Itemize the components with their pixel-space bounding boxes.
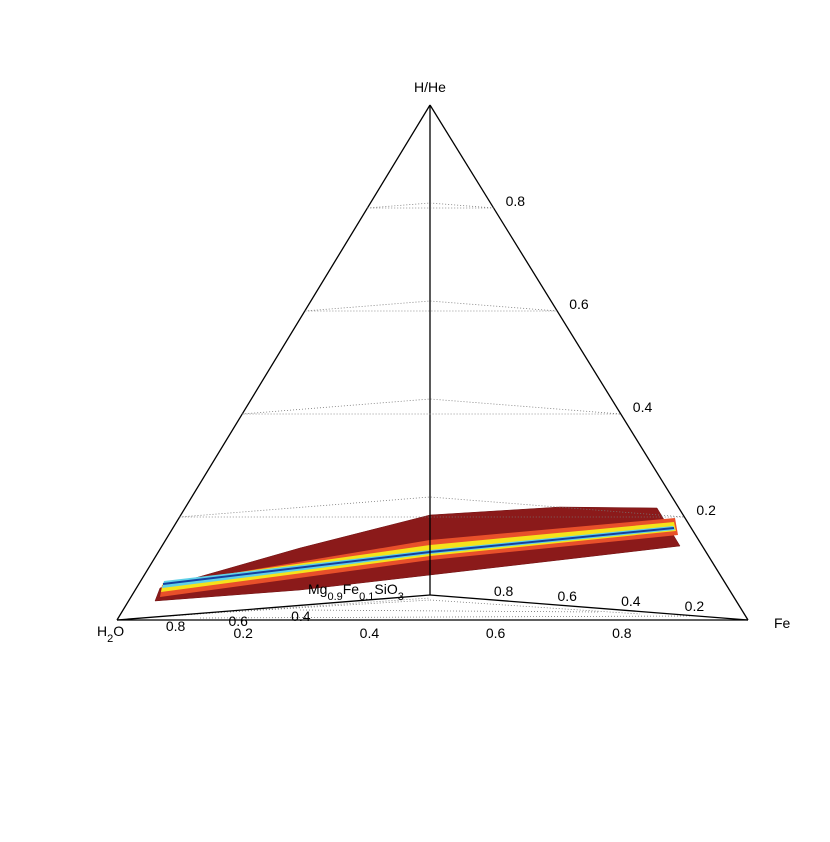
base-grid-line (229, 599, 431, 613)
vertex-label: H2O (97, 623, 124, 645)
label-part: Fe (343, 581, 360, 597)
tick-label: 0.2 (685, 598, 705, 614)
grid-line (367, 202, 494, 209)
label-part: 2 (107, 633, 113, 645)
tick-label: 0.2 (696, 502, 716, 518)
tick-label: 0.8 (166, 618, 186, 634)
tick-label: 0.6 (228, 613, 248, 629)
grid-line (179, 496, 685, 518)
edge (429, 594, 749, 621)
base-grid-line (299, 609, 601, 613)
tick-label: 0.6 (557, 588, 577, 604)
base-grid-line (199, 615, 691, 619)
edge (116, 594, 431, 621)
vertex-label: H/He (414, 79, 446, 95)
density-band (154, 506, 681, 602)
label-part: 0.1 (359, 591, 374, 603)
tick-label: 0.4 (291, 608, 311, 624)
edge (116, 104, 431, 621)
tick-label: 0.8 (494, 583, 514, 599)
label-part: SiO (374, 581, 397, 597)
label-part: H (97, 623, 107, 639)
vertex-label: Mg0.9Fe0.1SiO3 (308, 581, 404, 603)
base-grid-line (429, 599, 641, 615)
tick-label: 0.8 (506, 193, 526, 209)
frame (116, 104, 749, 621)
base-grid (169, 597, 691, 619)
grid-line (304, 300, 558, 312)
label-part: 3 (398, 591, 404, 603)
tick-label: 0.4 (360, 625, 380, 641)
tick-label: 0.6 (486, 625, 506, 641)
vertex-label: Fe (774, 615, 791, 631)
label-part: 0.9 (327, 591, 342, 603)
tick-label: 0.2 (233, 625, 253, 641)
tick-label: 0.8 (612, 625, 632, 641)
label-part: Mg (308, 581, 327, 597)
edge (429, 104, 749, 621)
label-part: O (113, 623, 124, 639)
grid-line (242, 398, 621, 415)
tick-label: 0.4 (621, 593, 641, 609)
tick-label: 0.6 (569, 296, 589, 312)
tick-label: 0.4 (633, 399, 653, 415)
